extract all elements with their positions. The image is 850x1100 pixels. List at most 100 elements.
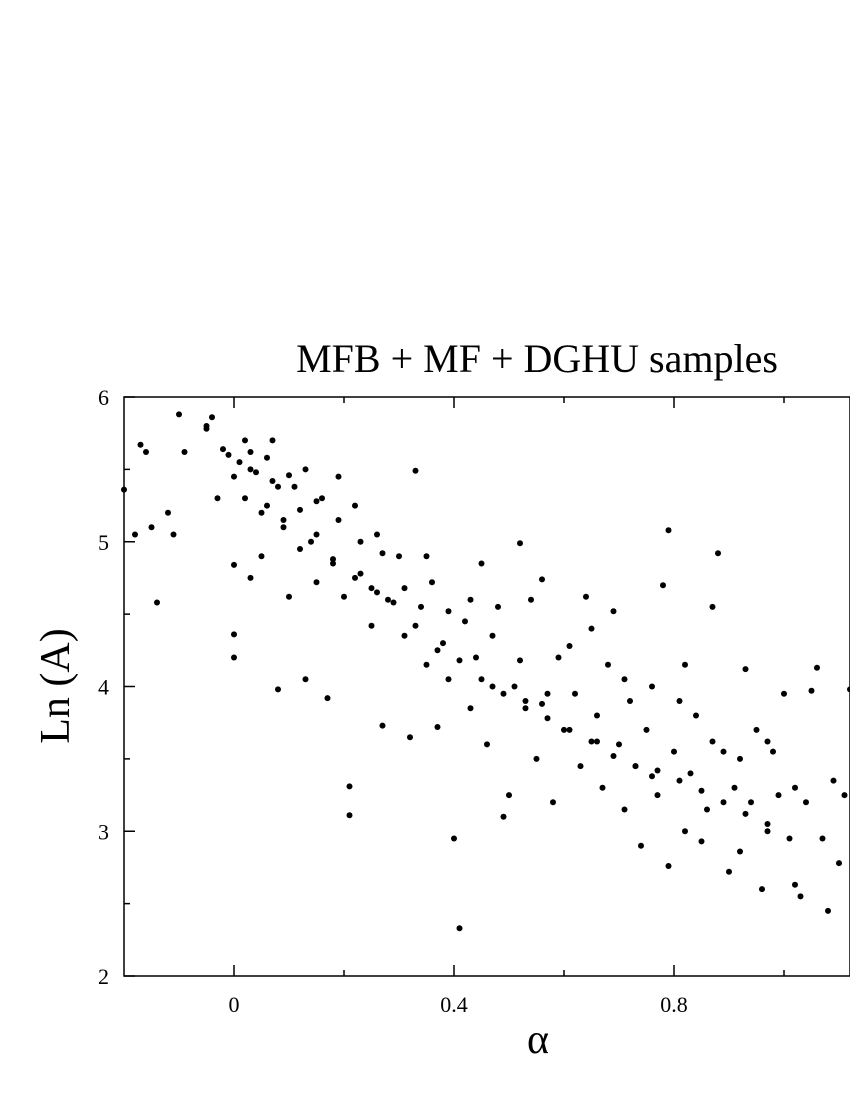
data-point [143, 449, 149, 455]
data-point [748, 799, 754, 806]
data-point [764, 821, 771, 827]
data-point [242, 495, 248, 502]
data-point [660, 582, 666, 589]
data-point [830, 777, 837, 784]
data-point [220, 446, 226, 453]
data-point [555, 654, 562, 661]
data-point [418, 603, 424, 610]
data-point [561, 726, 567, 733]
data-point [594, 738, 600, 745]
data-point [478, 560, 485, 567]
data-point [572, 690, 578, 697]
data-point [214, 495, 221, 502]
data-point [423, 661, 430, 668]
data-point [269, 437, 276, 444]
x-tick-label: 0 [229, 992, 240, 1017]
data-point [610, 753, 617, 759]
data-point [495, 603, 501, 610]
data-point [297, 546, 303, 552]
data-point [181, 449, 188, 455]
data-point [264, 454, 270, 461]
data-point [467, 596, 474, 603]
data-point [665, 527, 672, 534]
data-point [253, 469, 259, 476]
data-point [423, 553, 430, 560]
data-point [621, 806, 628, 813]
data-point [478, 676, 485, 683]
data-point [264, 502, 270, 509]
data-point [412, 467, 419, 474]
data-point [610, 608, 617, 615]
data-point [566, 726, 573, 733]
y-tick-label: 2 [98, 964, 109, 989]
data-point [544, 690, 551, 697]
data-point [803, 799, 809, 806]
data-point [621, 676, 628, 683]
data-point [346, 812, 353, 819]
data-point [539, 700, 545, 707]
data-point [379, 722, 386, 729]
data-point [792, 784, 798, 791]
data-point [225, 451, 232, 458]
data-point [632, 763, 639, 770]
data-point [506, 792, 512, 799]
data-point [346, 783, 353, 790]
data-point [236, 459, 243, 466]
data-point [319, 495, 325, 502]
data-point [132, 531, 138, 538]
data-point [528, 596, 534, 603]
data-point [588, 625, 595, 632]
data-point [286, 593, 292, 600]
data-point [588, 738, 595, 745]
data-point [258, 509, 265, 516]
data-point [335, 517, 342, 523]
data-point [165, 509, 171, 516]
data-point [445, 676, 452, 683]
data-point [682, 828, 688, 835]
chart-title: MFB + MF + DGHU samples [296, 336, 778, 381]
data-point [649, 773, 655, 780]
data-point [280, 517, 287, 523]
data-point [704, 806, 710, 813]
data-point [764, 828, 771, 835]
data-point [616, 741, 622, 748]
data-point [368, 585, 375, 592]
data-point [247, 449, 254, 455]
data-point [401, 632, 408, 639]
data-point [819, 835, 826, 842]
data-point [368, 622, 375, 629]
x-tick-label: 0.4 [440, 992, 468, 1017]
data-point [770, 748, 776, 755]
data-point [456, 657, 463, 664]
data-point [291, 483, 298, 490]
data-point [500, 690, 507, 697]
data-point [456, 925, 463, 932]
y-tick-label: 3 [98, 819, 109, 844]
data-point [209, 414, 215, 421]
data-point [170, 531, 177, 538]
data-point [313, 579, 320, 586]
data-point [764, 738, 771, 745]
data-point [786, 835, 793, 842]
data-point [357, 538, 364, 545]
data-point [544, 715, 551, 722]
data-point [814, 664, 820, 671]
data-point [500, 813, 507, 820]
data-point [676, 777, 683, 784]
data-point [247, 574, 254, 581]
data-points [121, 411, 850, 932]
data-point [412, 622, 419, 629]
data-point [665, 863, 672, 869]
data-point [522, 705, 529, 712]
data-point [390, 599, 397, 606]
data-point [258, 553, 265, 560]
data-point [638, 842, 644, 849]
y-tick-label: 5 [98, 530, 109, 555]
data-point [566, 643, 573, 649]
data-point [687, 770, 694, 777]
data-point [374, 589, 380, 596]
data-point [231, 631, 237, 638]
data-point [720, 799, 727, 806]
data-point [577, 763, 584, 770]
